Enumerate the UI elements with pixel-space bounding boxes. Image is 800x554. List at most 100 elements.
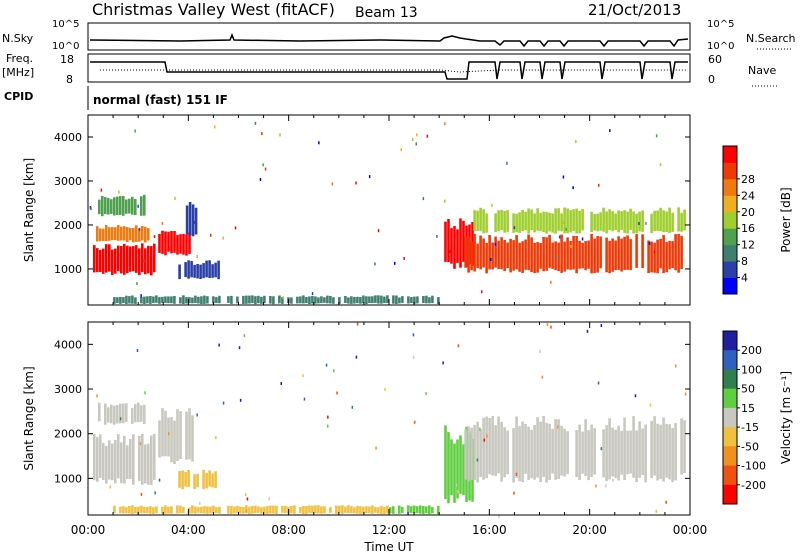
data-stripe bbox=[215, 507, 218, 514]
data-stripe bbox=[251, 506, 254, 514]
data-stripe bbox=[140, 297, 143, 304]
data-stripe bbox=[410, 506, 413, 513]
data-stripe bbox=[569, 241, 572, 270]
data-stripe bbox=[500, 210, 503, 230]
data-stripe bbox=[149, 296, 152, 304]
data-stripe bbox=[569, 210, 572, 233]
data-stripe bbox=[344, 296, 347, 303]
data-stripe bbox=[347, 297, 350, 304]
power-region bbox=[98, 194, 146, 217]
data-stripe bbox=[187, 470, 190, 487]
data-stripe bbox=[683, 209, 686, 231]
data-speck bbox=[515, 472, 518, 476]
colorbar-swatch bbox=[723, 446, 737, 466]
y-axis-title: Slant Range [km] bbox=[22, 366, 36, 470]
data-speck bbox=[327, 424, 329, 428]
data-stripe bbox=[227, 296, 230, 303]
data-stripe bbox=[99, 228, 102, 242]
data-stripe bbox=[132, 228, 135, 243]
data-speck bbox=[262, 163, 264, 167]
data-stripe bbox=[188, 408, 191, 460]
data-stripe bbox=[533, 425, 536, 480]
data-stripe bbox=[161, 296, 164, 303]
data-speck bbox=[138, 227, 141, 231]
data-speck bbox=[403, 257, 405, 260]
data-stripe bbox=[362, 506, 365, 514]
data-stripe bbox=[116, 196, 119, 216]
data-stripe bbox=[353, 507, 356, 514]
data-stripe bbox=[626, 211, 629, 234]
data-stripe bbox=[617, 236, 620, 270]
data-speck bbox=[193, 220, 195, 224]
data-stripe bbox=[503, 427, 506, 478]
data-speck bbox=[222, 236, 224, 240]
data-stripe bbox=[512, 240, 515, 271]
data-stripe bbox=[566, 237, 569, 270]
data-stripe bbox=[218, 295, 221, 304]
data-stripe bbox=[459, 435, 462, 494]
data-stripe bbox=[368, 506, 371, 514]
x-tick-label: 16:00 bbox=[472, 523, 507, 537]
data-stripe bbox=[359, 297, 362, 304]
velocity-region bbox=[113, 505, 389, 515]
data-speck bbox=[558, 235, 561, 239]
data-stripe bbox=[206, 506, 209, 514]
data-stripe bbox=[590, 233, 593, 274]
data-stripe bbox=[131, 407, 134, 424]
data-stripe bbox=[494, 213, 497, 232]
data-stripe bbox=[203, 506, 206, 514]
data-speck bbox=[144, 391, 146, 395]
data-stripe bbox=[101, 195, 104, 217]
data-stripe bbox=[111, 443, 114, 481]
data-stripe bbox=[236, 296, 239, 304]
data-speck bbox=[655, 509, 657, 513]
data-stripe bbox=[524, 211, 527, 231]
data-stripe bbox=[614, 429, 617, 479]
data-stripe bbox=[125, 403, 128, 422]
data-stripe bbox=[299, 296, 302, 304]
data-stripe bbox=[320, 506, 323, 514]
data-stripe bbox=[527, 234, 530, 271]
data-stripe bbox=[407, 296, 410, 304]
data-stripe bbox=[590, 424, 593, 477]
data-stripe bbox=[104, 197, 107, 215]
data-stripe bbox=[269, 505, 272, 514]
data-speck bbox=[426, 134, 429, 138]
data-stripe bbox=[126, 445, 129, 480]
data-speck bbox=[90, 207, 92, 211]
data-stripe bbox=[584, 241, 587, 271]
data-stripe bbox=[254, 505, 257, 514]
data-speck bbox=[331, 182, 334, 186]
data-stripe bbox=[581, 431, 584, 474]
data-stripe bbox=[488, 418, 491, 475]
data-stripe bbox=[683, 420, 686, 473]
data-stripe bbox=[179, 234, 182, 254]
data-stripe bbox=[179, 411, 182, 460]
data-stripe bbox=[518, 242, 521, 272]
data-stripe bbox=[437, 297, 440, 304]
data-speck bbox=[486, 434, 488, 438]
data-stripe bbox=[239, 506, 242, 514]
x-tick-label: 20:00 bbox=[572, 523, 607, 537]
data-stripe bbox=[187, 260, 190, 279]
data-stripe bbox=[575, 430, 578, 477]
data-speck bbox=[154, 491, 156, 495]
data-stripe bbox=[272, 505, 275, 514]
data-stripe bbox=[314, 296, 317, 304]
data-stripe bbox=[581, 208, 584, 231]
data-speck bbox=[570, 244, 572, 248]
data-stripe bbox=[473, 424, 476, 480]
data-stripe bbox=[671, 428, 674, 482]
data-stripe bbox=[572, 235, 575, 270]
data-speck bbox=[653, 250, 656, 254]
data-speck bbox=[494, 242, 497, 246]
data-speck bbox=[384, 387, 386, 391]
data-stripe bbox=[524, 239, 527, 270]
data-stripe bbox=[662, 417, 665, 482]
data-stripe bbox=[194, 295, 197, 304]
data-stripe bbox=[329, 507, 332, 513]
data-speck bbox=[562, 221, 564, 225]
data-stripe bbox=[173, 296, 176, 304]
data-stripe bbox=[164, 231, 167, 256]
data-stripe bbox=[527, 426, 530, 480]
